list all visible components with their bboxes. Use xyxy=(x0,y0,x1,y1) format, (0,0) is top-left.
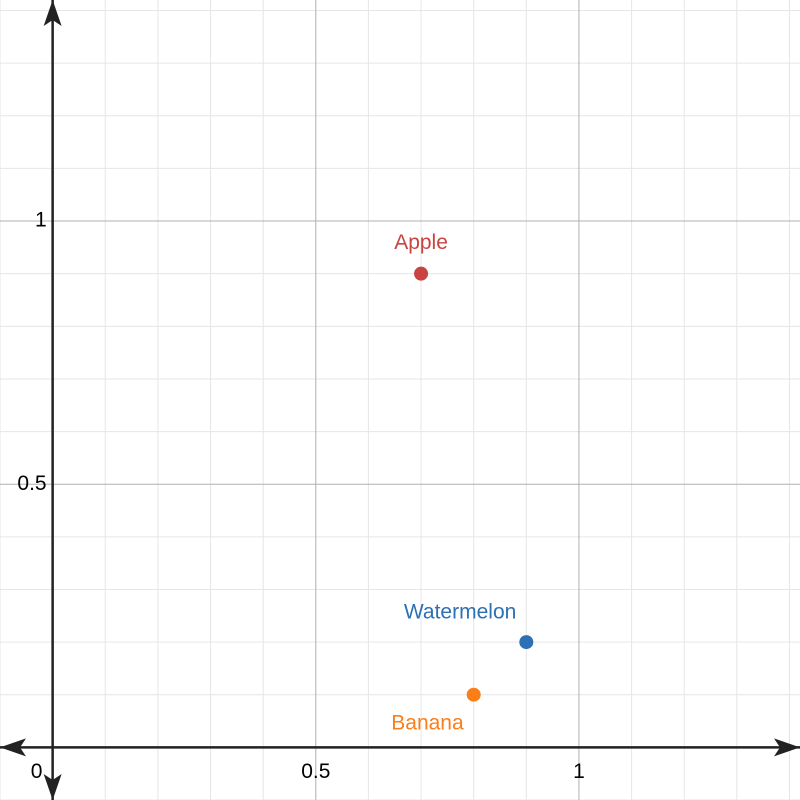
axis-arrow xyxy=(43,0,62,26)
axis-arrow xyxy=(774,738,800,757)
point-label: Apple xyxy=(394,231,448,254)
point xyxy=(466,687,481,702)
point xyxy=(414,266,429,281)
y-tick-label: 0.5 xyxy=(17,472,46,495)
point-label: Banana xyxy=(391,711,464,734)
point xyxy=(519,635,534,650)
x-tick-label: 0.5 xyxy=(301,760,330,783)
axis-arrow xyxy=(0,738,26,757)
x-tick-label: 0 xyxy=(31,760,43,783)
axis-arrow xyxy=(43,774,62,800)
x-tick-label: 1 xyxy=(573,760,585,783)
point-label: Watermelon xyxy=(404,601,516,624)
y-tick-label: 1 xyxy=(35,209,47,232)
